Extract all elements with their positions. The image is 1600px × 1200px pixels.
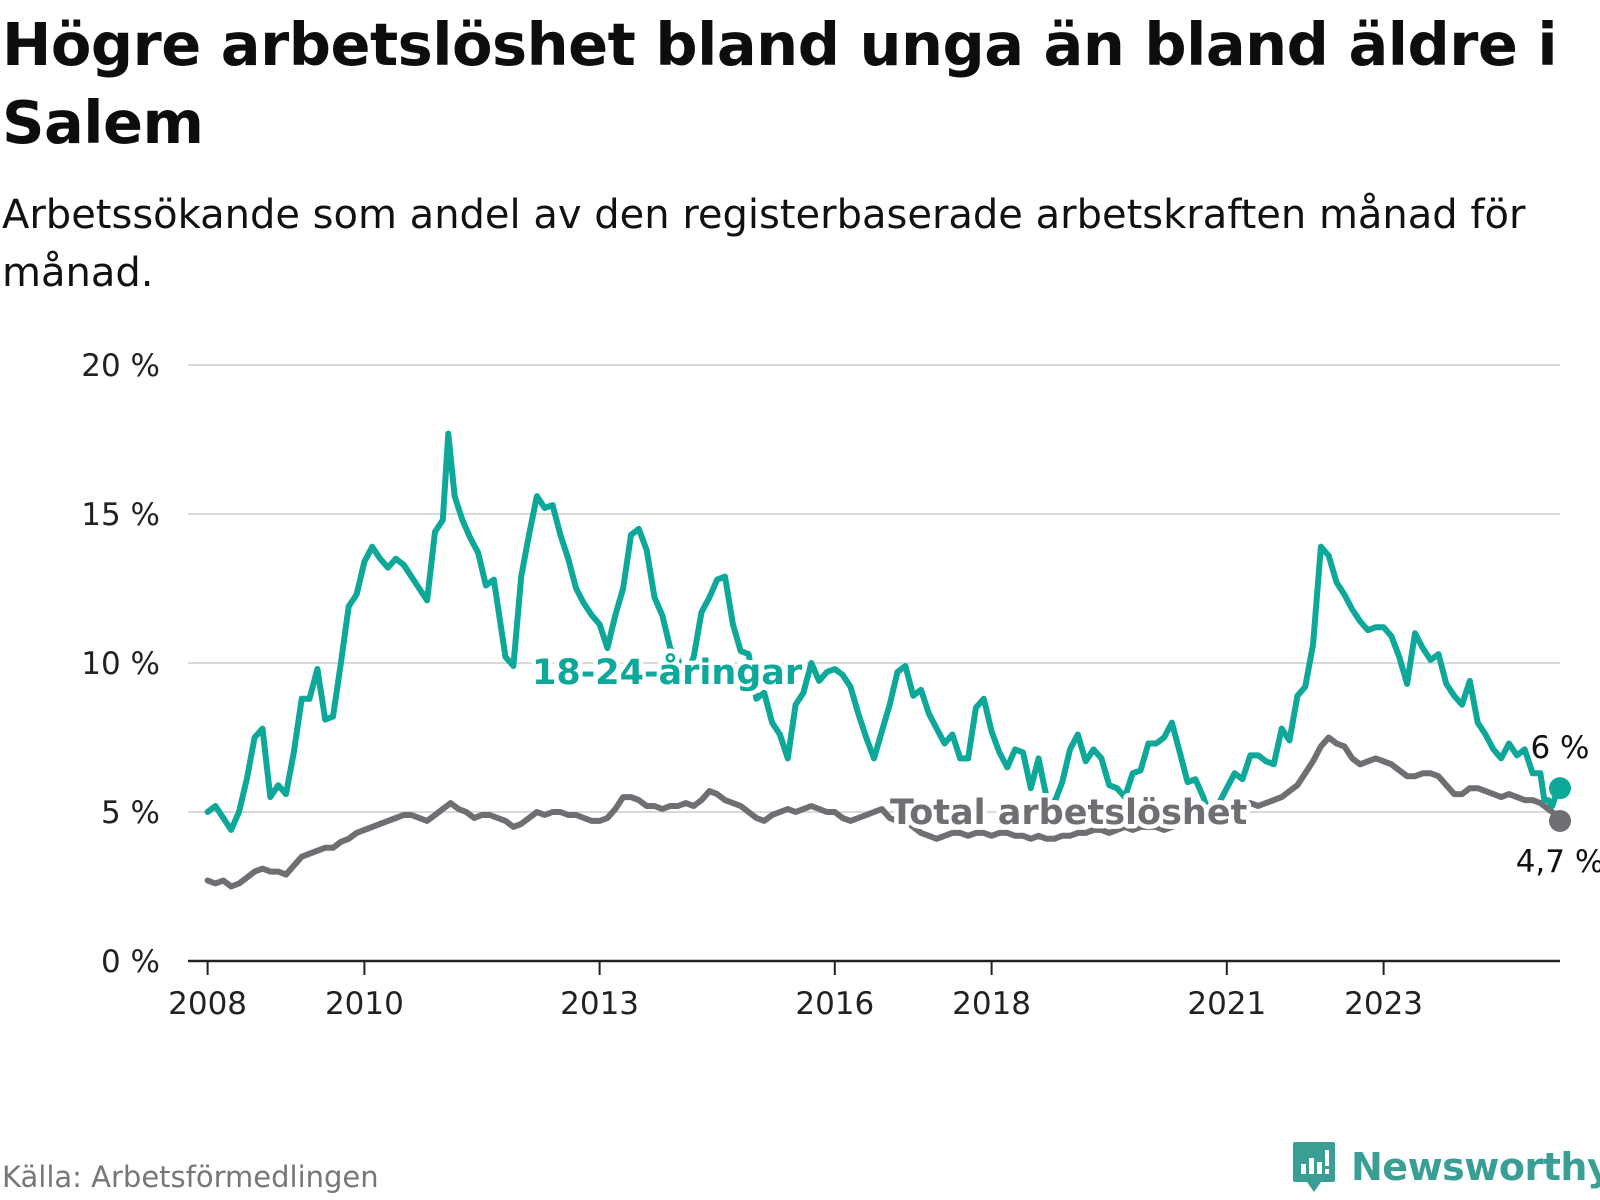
chart-title: Högre arbetslöshet bland unga än bland ä… bbox=[2, 10, 1558, 157]
source-note: Källa: Arbetsförmedlingen bbox=[2, 1160, 379, 1194]
end-label-total: 4,7 % bbox=[1516, 844, 1600, 880]
x-tick-label: 2008 bbox=[168, 986, 247, 1022]
x-tick-label: 2016 bbox=[795, 986, 874, 1022]
x-tick-label: 2010 bbox=[325, 986, 404, 1022]
y-tick-label: 0 % bbox=[101, 944, 160, 980]
series-line-youth bbox=[204, 430, 1563, 833]
y-tick-label: 10 % bbox=[81, 646, 160, 682]
newsworthy-logo-icon bbox=[1293, 1142, 1335, 1192]
series-label-youth: 18-24-åringar bbox=[532, 652, 803, 693]
x-tick-label: 2013 bbox=[560, 986, 639, 1022]
chart-subtitle: Arbetssökande som andel av den registerb… bbox=[2, 192, 1526, 296]
y-tick-label: 5 % bbox=[101, 795, 160, 831]
x-tick-label: 2018 bbox=[952, 986, 1031, 1022]
y-tick-label: 20 % bbox=[81, 348, 160, 384]
series-label-total: Total arbetslöshet bbox=[890, 793, 1247, 833]
y-axis-ticks: 0 % 5 % 10 % 15 % 20 % bbox=[81, 348, 160, 980]
x-tick-label: 2021 bbox=[1187, 986, 1266, 1022]
x-tick-label: 2023 bbox=[1344, 986, 1423, 1022]
brand-name: Newsworthy bbox=[1351, 1145, 1600, 1189]
brand-logo[interactable]: Newsworthy bbox=[1291, 1140, 1600, 1194]
y-tick-label: 15 % bbox=[81, 497, 160, 533]
end-point-youth bbox=[1549, 777, 1571, 800]
series-labels: 18-24-åringar Total arbetslöshet 6 % 4,7 % bbox=[528, 647, 1600, 883]
series-line-total bbox=[204, 734, 1563, 890]
series-lines bbox=[204, 430, 1571, 890]
gridlines bbox=[188, 364, 1560, 813]
end-label-youth: 6 % bbox=[1530, 730, 1589, 766]
end-point-total bbox=[1549, 809, 1571, 832]
x-axis: 2008 2010 2013 2016 2018 2021 2023 bbox=[168, 959, 1560, 1022]
